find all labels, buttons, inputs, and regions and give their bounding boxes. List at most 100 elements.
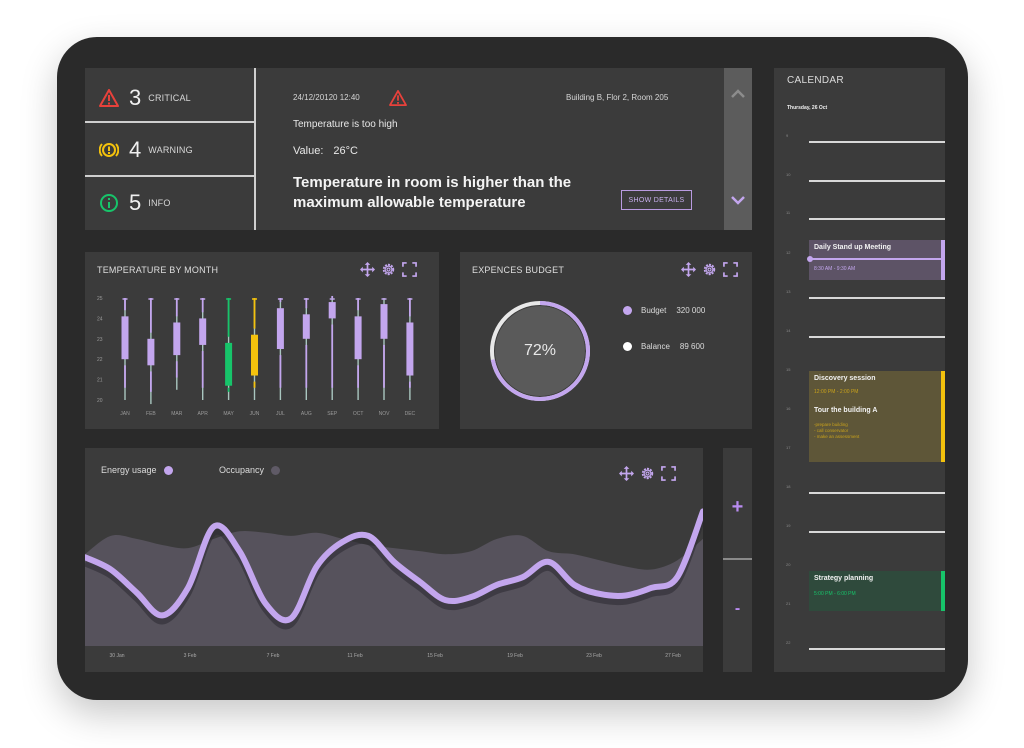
alert-detail-panel: 24/12/20120 12:40 Building B, Flor 2, Ro… xyxy=(256,68,724,230)
budget-value: 320 000 xyxy=(676,306,706,315)
chevron-up-icon[interactable] xyxy=(731,85,745,103)
energy-x-axis: 30 Jan 3 Feb 7 Feb 11 Feb 15 Feb 19 Feb 23 Feb… xyxy=(85,646,703,672)
zoom-out-button[interactable]: - xyxy=(734,600,741,617)
event-subtitle: Tour the building A xyxy=(814,407,878,414)
show-details-button[interactable]: SHOW DETAILS xyxy=(621,190,692,210)
hour-line xyxy=(809,141,945,143)
calendar-title: CALENDAR xyxy=(787,75,844,86)
event-standup[interactable]: Daily Stand up Meeting 8:30 AM - 9:30 AM xyxy=(807,240,945,280)
tablet-frame: 3 CRITICAL 4 WARNING 5 INFO 24/12/20120 … xyxy=(57,37,968,700)
candle-body xyxy=(121,316,129,360)
event-color-bar xyxy=(941,240,945,280)
legend-occupancy-label: Occupancy xyxy=(219,465,265,475)
alert-message: Temperature is too high xyxy=(293,119,398,130)
critical-triangle-icon xyxy=(99,88,119,108)
legend-energy[interactable]: Energy usage xyxy=(101,465,173,475)
x-tick-label: APR xyxy=(198,411,209,417)
event-discovery[interactable]: Discovery session 12:00 PM - 2:00 PM Tou… xyxy=(809,371,945,462)
event-title: Discovery session xyxy=(814,375,876,382)
hour-line xyxy=(809,648,945,650)
alerts-summary: 3 CRITICAL 4 WARNING 5 INFO xyxy=(85,68,255,230)
calendar-panel: CALENDAR Thursday, 26 Oct Daily Stand up… xyxy=(774,68,945,672)
hour-label: 19 xyxy=(786,523,791,528)
panel-tools xyxy=(360,262,417,277)
info-label: INFO xyxy=(148,198,171,208)
hour-label: 15 xyxy=(786,367,791,372)
gear-icon[interactable] xyxy=(640,466,655,481)
hour-line xyxy=(809,180,945,182)
legend-energy-label: Energy usage xyxy=(101,465,157,475)
value-reading: 26°C xyxy=(333,145,358,157)
current-time-line xyxy=(809,258,941,260)
panel-tools xyxy=(619,466,676,481)
candle-body xyxy=(406,322,414,376)
fullscreen-icon[interactable] xyxy=(723,262,738,277)
hour-label: 21 xyxy=(786,601,791,606)
critical-count: 3 xyxy=(129,85,142,110)
critical-label: CRITICAL xyxy=(148,93,191,103)
candle-body xyxy=(199,318,207,345)
balance-label: Balance xyxy=(641,342,670,351)
alert-datetime: 24/12/20120 12:40 xyxy=(293,93,360,102)
chevron-down-icon[interactable] xyxy=(731,192,745,210)
move-icon[interactable] xyxy=(681,262,696,277)
alert-warning[interactable]: 4 WARNING xyxy=(85,123,255,177)
budget-label: Budget xyxy=(641,306,667,315)
temperature-candlestick-chart: 25 24 23 22 21 20 JAN FEB MAR APR MAY JUN JUL AUG SEP O… xyxy=(97,295,416,417)
alert-scroll xyxy=(724,68,752,230)
x-tick-label: 19 Feb xyxy=(507,653,523,659)
x-tick-label: NOV xyxy=(379,411,391,417)
hour-label: 11 xyxy=(786,210,791,215)
panel-title: EXPENCES BUDGET xyxy=(472,265,565,275)
hour-label: 12 xyxy=(786,250,791,255)
panel-tools xyxy=(681,262,738,277)
x-tick-label: DEC xyxy=(405,411,416,417)
y-tick-label: 24 xyxy=(97,316,103,322)
legend-dot xyxy=(271,465,281,475)
x-tick-label: 7 Feb xyxy=(266,653,280,659)
hour-label: 20 xyxy=(786,562,791,567)
candle-body xyxy=(302,314,310,339)
occupancy-area xyxy=(85,530,703,646)
calendar-date: Thursday, 26 Oct xyxy=(787,105,828,111)
hour-label: 10 xyxy=(786,172,791,177)
x-tick-label: 30 Jan xyxy=(109,653,125,659)
alert-info[interactable]: 5 INFO xyxy=(85,176,255,230)
candle-body xyxy=(328,302,336,319)
alert-critical[interactable]: 3 CRITICAL xyxy=(85,71,255,125)
fullscreen-icon[interactable] xyxy=(402,262,417,277)
event-title: Strategy planning xyxy=(814,575,874,582)
hour-label: 18 xyxy=(786,484,791,489)
event-strategy[interactable]: Strategy planning 5:00 PM - 6:00 PM xyxy=(809,571,945,611)
move-icon[interactable] xyxy=(619,466,634,481)
x-tick-label: AUG xyxy=(301,411,312,417)
legend-dot xyxy=(163,465,173,475)
x-tick-label: JUN xyxy=(250,411,260,417)
x-tick-label: FEB xyxy=(146,411,156,417)
energy-line xyxy=(85,508,703,624)
energy-usage-panel: Energy usage Occupancy 30 Jan 3 Feb 7 Feb 1… xyxy=(85,448,703,672)
zoom-in-button[interactable]: + xyxy=(731,496,744,518)
fullscreen-icon[interactable] xyxy=(661,466,676,481)
energy-area-chart xyxy=(85,508,703,646)
expences-budget-panel: EXPENCES BUDGET 72% Budget 320 000 Balan… xyxy=(460,252,752,429)
panel-title: TEMPERATURE BY MONTH xyxy=(97,265,219,275)
x-tick-label: MAR xyxy=(171,411,183,417)
y-tick-label: 25 xyxy=(97,296,103,302)
divider xyxy=(85,175,255,177)
legend-occupancy[interactable]: Occupancy xyxy=(219,465,281,475)
hour-line xyxy=(809,336,945,338)
gear-icon[interactable] xyxy=(381,262,396,277)
budget-gauge xyxy=(490,301,590,401)
budget-percent: 72% xyxy=(523,342,557,359)
x-tick-label: OCT xyxy=(353,411,364,417)
move-icon[interactable] xyxy=(360,262,375,277)
alert-location: Building B, Flor 2, Room 205 xyxy=(566,93,669,102)
alert-headline: Temperature in room is higher than the m… xyxy=(293,174,572,211)
warning-count: 4 xyxy=(129,137,142,162)
event-title: Daily Stand up Meeting xyxy=(814,244,892,251)
event-time: 5:00 PM - 6:00 PM xyxy=(814,591,856,597)
gear-icon[interactable] xyxy=(702,262,717,277)
x-tick-label: 11 Feb xyxy=(347,653,363,659)
event-color-bar xyxy=(941,571,945,611)
